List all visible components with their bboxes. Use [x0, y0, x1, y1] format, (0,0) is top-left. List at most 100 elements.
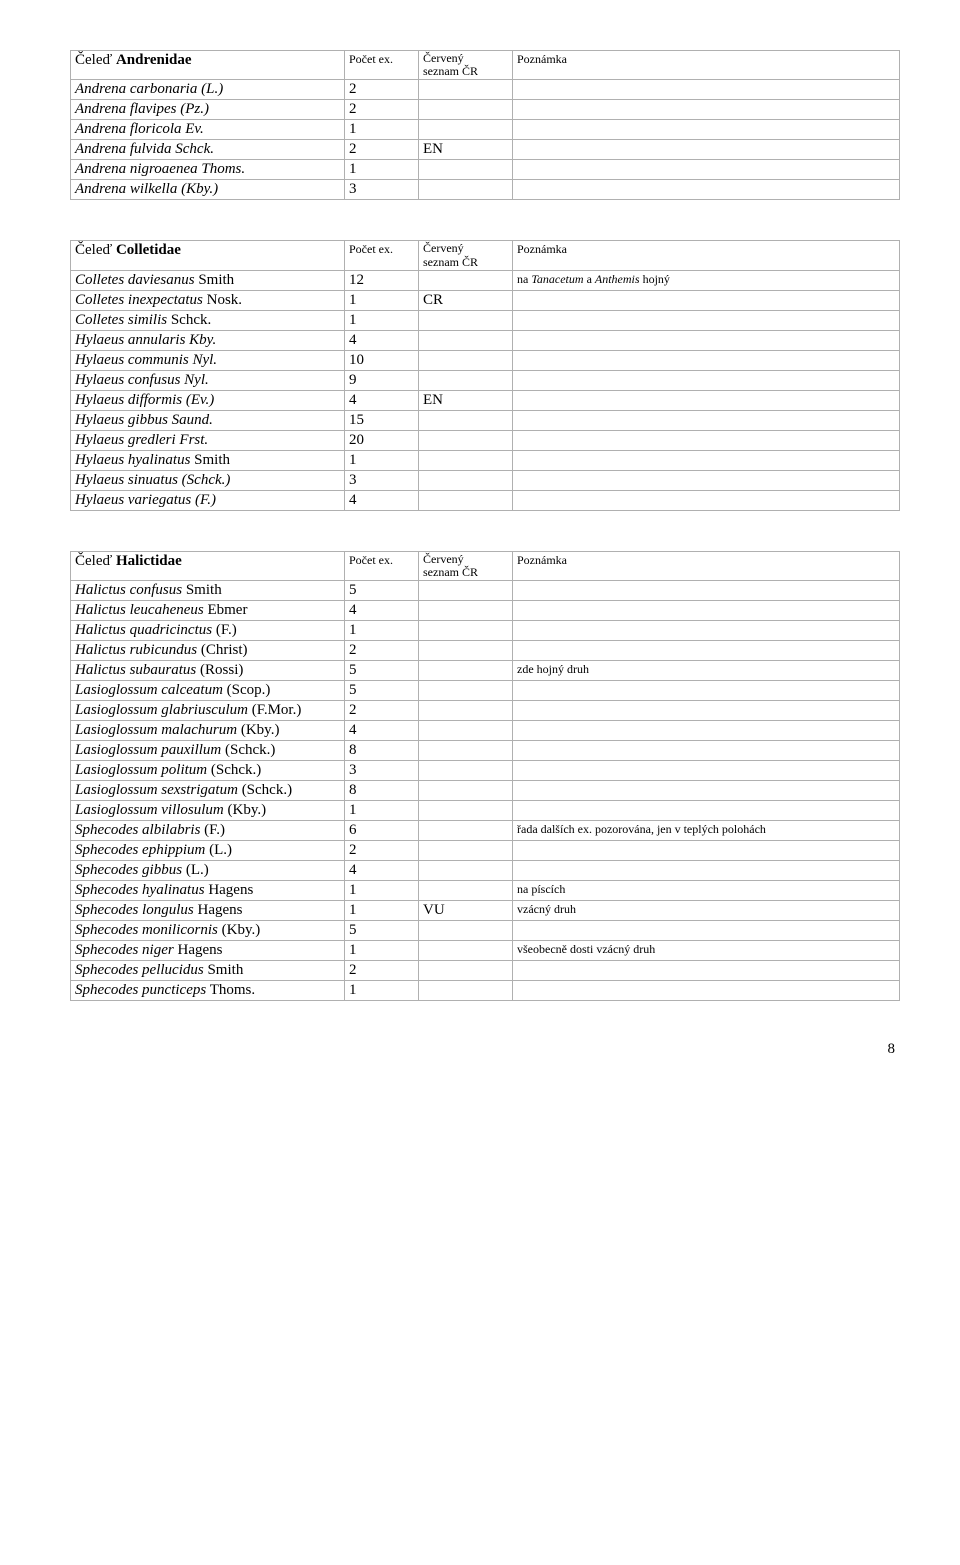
redlist-cell: EN [419, 390, 513, 410]
count-cell: 2 [345, 140, 419, 160]
species-cell: Andrena floricola Ev. [71, 120, 345, 140]
note-cell [513, 761, 900, 781]
table-row: Lasioglossum pauxillum (Schck.)8 [71, 741, 900, 761]
col-count-header: Počet ex. [345, 241, 419, 270]
species-cell: Andrena fulvida Schck. [71, 140, 345, 160]
table-row: Sphecodes niger Hagens1všeobecně dosti v… [71, 941, 900, 961]
species-cell: Halictus subauratus (Rossi) [71, 661, 345, 681]
species-cell: Sphecodes longulus Hagens [71, 901, 345, 921]
redlist-cell: VU [419, 901, 513, 921]
note-cell [513, 861, 900, 881]
count-cell: 2 [345, 841, 419, 861]
note-cell [513, 801, 900, 821]
count-cell: 1 [345, 941, 419, 961]
count-cell: 8 [345, 741, 419, 761]
redlist-cell [419, 450, 513, 470]
species-cell: Halictus rubicundus (Christ) [71, 641, 345, 661]
species-cell: Lasioglossum pauxillum (Schck.) [71, 741, 345, 761]
redlist-cell [419, 601, 513, 621]
redlist-cell [419, 761, 513, 781]
note-cell [513, 330, 900, 350]
species-cell: Sphecodes ephippium (L.) [71, 841, 345, 861]
note-cell [513, 430, 900, 450]
species-cell: Sphecodes niger Hagens [71, 941, 345, 961]
col-note-header: Poznámka [513, 551, 900, 580]
species-cell: Hylaeus sinuatus (Schck.) [71, 470, 345, 490]
redlist-cell [419, 310, 513, 330]
table-row: Lasioglossum malachurum (Kby.)4 [71, 721, 900, 741]
count-cell: 9 [345, 370, 419, 390]
table-row: Sphecodes gibbus (L.)4 [71, 861, 900, 881]
count-cell: 1 [345, 621, 419, 641]
table-row: Sphecodes albilabris (F.)6řada dalších e… [71, 821, 900, 841]
col-redlist-header: Červenýseznam ČR [419, 51, 513, 80]
note-cell [513, 981, 900, 1001]
redlist-cell [419, 330, 513, 350]
table-row: Andrena flavipes (Pz.)2 [71, 100, 900, 120]
count-cell: 4 [345, 861, 419, 881]
count-cell: 1 [345, 450, 419, 470]
note-cell [513, 410, 900, 430]
table-row: Halictus leucaheneus Ebmer4 [71, 601, 900, 621]
species-cell: Hylaeus gredleri Frst. [71, 430, 345, 450]
note-cell [513, 180, 900, 200]
species-cell: Hylaeus variegatus (F.) [71, 490, 345, 510]
species-cell: Halictus leucaheneus Ebmer [71, 601, 345, 621]
table-row: Hylaeus gredleri Frst.20 [71, 430, 900, 450]
table-row: Andrena fulvida Schck.2EN [71, 140, 900, 160]
table-row: Andrena carbonaria (L.)2 [71, 80, 900, 100]
note-cell [513, 290, 900, 310]
redlist-cell [419, 641, 513, 661]
note-cell [513, 921, 900, 941]
note-cell [513, 841, 900, 861]
note-cell [513, 781, 900, 801]
col-redlist-header: Červenýseznam ČR [419, 551, 513, 580]
count-cell: 4 [345, 721, 419, 741]
note-cell [513, 120, 900, 140]
table-row: Hylaeus gibbus Saund.15 [71, 410, 900, 430]
count-cell: 5 [345, 581, 419, 601]
table-row: Colletes similis Schck.1 [71, 310, 900, 330]
family-name-cell: Čeleď Andrenidae [71, 51, 345, 80]
family-name-cell: Čeleď Halictidae [71, 551, 345, 580]
note-cell [513, 621, 900, 641]
note-cell [513, 581, 900, 601]
species-cell: Lasioglossum politum (Schck.) [71, 761, 345, 781]
redlist-cell [419, 681, 513, 701]
count-cell: 10 [345, 350, 419, 370]
note-cell [513, 370, 900, 390]
note-cell [513, 741, 900, 761]
count-cell: 15 [345, 410, 419, 430]
redlist-cell [419, 621, 513, 641]
table-row: Halictus subauratus (Rossi)5zde hojný dr… [71, 661, 900, 681]
col-note-header: Poznámka [513, 241, 900, 270]
species-cell: Sphecodes puncticeps Thoms. [71, 981, 345, 1001]
table-row: Sphecodes longulus Hagens1VUvzácný druh [71, 901, 900, 921]
species-cell: Lasioglossum villosulum (Kby.) [71, 801, 345, 821]
table-row: Andrena floricola Ev.1 [71, 120, 900, 140]
table-row: Halictus rubicundus (Christ)2 [71, 641, 900, 661]
count-cell: 5 [345, 661, 419, 681]
count-cell: 5 [345, 921, 419, 941]
table-row: Sphecodes hyalinatus Hagens1na píscích [71, 881, 900, 901]
note-cell: na Tanacetum a Anthemis hojný [513, 270, 900, 290]
redlist-cell [419, 741, 513, 761]
table-row: Lasioglossum glabriusculum (F.Mor.)2 [71, 701, 900, 721]
redlist-cell [419, 180, 513, 200]
species-cell: Lasioglossum malachurum (Kby.) [71, 721, 345, 741]
note-cell [513, 490, 900, 510]
table-row: Sphecodes ephippium (L.)2 [71, 841, 900, 861]
count-cell: 6 [345, 821, 419, 841]
table-row: Sphecodes monilicornis (Kby.)5 [71, 921, 900, 941]
species-cell: Andrena nigroaenea Thoms. [71, 160, 345, 180]
table-row: Hylaeus hyalinatus Smith1 [71, 450, 900, 470]
count-cell: 3 [345, 180, 419, 200]
family-name-cell: Čeleď Colletidae [71, 241, 345, 270]
species-cell: Lasioglossum glabriusculum (F.Mor.) [71, 701, 345, 721]
species-cell: Colletes inexpectatus Nosk. [71, 290, 345, 310]
species-cell: Hylaeus gibbus Saund. [71, 410, 345, 430]
count-cell: 1 [345, 120, 419, 140]
table-row: Hylaeus confusus Nyl.9 [71, 370, 900, 390]
note-cell [513, 160, 900, 180]
species-cell: Hylaeus difformis (Ev.) [71, 390, 345, 410]
